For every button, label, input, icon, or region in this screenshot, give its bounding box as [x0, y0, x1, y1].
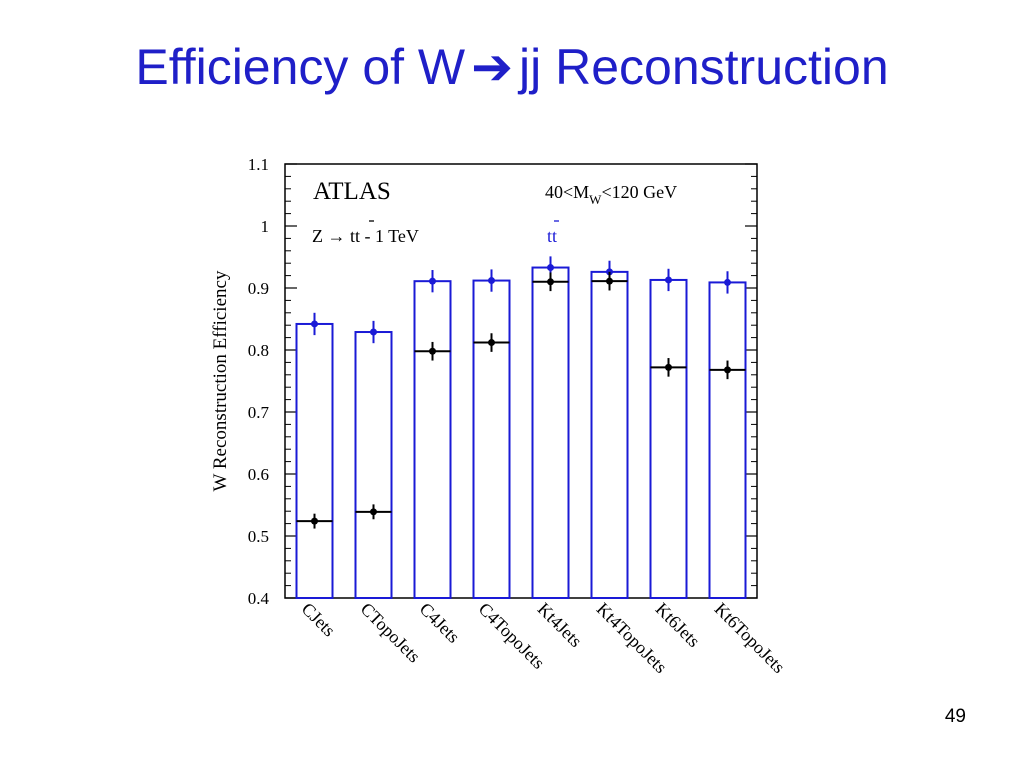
bar: [708, 281, 747, 599]
x-category-label: Kt6TopoJets: [711, 599, 789, 677]
bar: [472, 279, 511, 599]
z-marker: [547, 278, 554, 286]
y-tick-label: 0.9: [248, 279, 269, 298]
bar: [531, 266, 570, 599]
z-marker: [429, 347, 436, 355]
y-tick-label: 0.7: [248, 403, 270, 422]
y-tick-label: 0.6: [248, 465, 269, 484]
atlas-label: ATLAS: [313, 178, 391, 205]
plot-frame: [284, 163, 758, 599]
z-series-label: Z → tt - 1 TeV: [312, 226, 419, 246]
tt-marker: [429, 277, 436, 285]
title-text-part2: jj Reconstruction: [519, 39, 889, 95]
bar: [413, 280, 452, 599]
x-category-label: C4Jets: [416, 599, 464, 647]
page-number: 49: [944, 706, 966, 727]
z-marker: [370, 508, 377, 516]
x-category-label: Kt6Jets: [652, 599, 704, 651]
tt-marker: [488, 277, 495, 285]
right-arrow-icon: ➔: [471, 39, 514, 95]
z-marker: [311, 517, 318, 525]
z-marker: [665, 363, 672, 371]
mass-window-label: 40<MW<120 GeV: [545, 182, 677, 207]
tt-marker: [724, 278, 731, 286]
tt-series-label: tt: [547, 226, 557, 246]
z-marker: [724, 366, 731, 374]
mass-window-prefix: 40<M: [545, 182, 589, 202]
bar: [295, 322, 334, 599]
y-tick-label: 0.8: [248, 341, 269, 360]
y-tick-label: 1.1: [248, 155, 269, 174]
tt-marker: [311, 320, 318, 328]
z-marker: [606, 277, 613, 285]
bar: [590, 270, 629, 599]
y-tick-label: 0.5: [248, 527, 269, 546]
x-category-label: CJets: [298, 599, 340, 641]
y-tick-label: 1: [261, 217, 270, 236]
slide-title: Efficiency of W ➔ jj Reconstruction: [0, 38, 1024, 96]
tt-marker: [547, 264, 554, 272]
tt-marker: [665, 276, 672, 284]
mass-window-suffix: <120 GeV: [601, 182, 677, 202]
bar: [649, 278, 688, 599]
title-text-part1: Efficiency of W: [135, 39, 466, 95]
y-tick-label: 0.4: [248, 589, 270, 608]
z-marker: [488, 339, 495, 347]
chart-layer: 0.4 0.5 0.6 0.7 0.8 0.9 1 1.1 W Reconstruction E…: [210, 155, 789, 677]
mass-window-subscript: W: [589, 192, 602, 207]
bar: [354, 331, 393, 599]
tt-marker: [370, 328, 377, 336]
x-category-label: Kt4Jets: [534, 599, 586, 651]
y-axis-label: W Reconstruction Efficiency: [210, 270, 231, 491]
x-category-label: CTopoJets: [357, 599, 425, 667]
